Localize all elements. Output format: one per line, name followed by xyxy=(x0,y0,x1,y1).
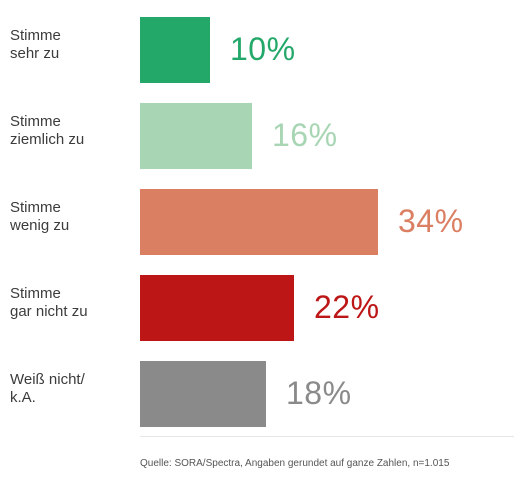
bar xyxy=(140,361,266,427)
category-label: Stimme ziemlich zu xyxy=(10,113,85,148)
bar-row: Weiß nicht/ k.A. 18% xyxy=(0,361,514,427)
bar-row: Stimme sehr zu 10% xyxy=(0,17,514,83)
source-note: Quelle: SORA/Spectra, Angaben gerundet a… xyxy=(140,458,450,469)
bar xyxy=(140,103,252,169)
bar-row: Stimme ziemlich zu 16% xyxy=(0,103,514,169)
bar-row: Stimme wenig zu 34% xyxy=(0,189,514,255)
category-label: Weiß nicht/ k.A. xyxy=(10,371,85,406)
value-label: 22% xyxy=(314,289,380,325)
category-label: Stimme wenig zu xyxy=(10,199,70,234)
value-label: 16% xyxy=(272,117,338,153)
bar xyxy=(140,189,378,255)
chart-baseline xyxy=(140,436,514,437)
bar xyxy=(140,275,294,341)
value-label: 34% xyxy=(398,203,464,239)
value-label: 10% xyxy=(230,31,296,67)
bar xyxy=(140,17,210,83)
category-label: Stimme gar nicht zu xyxy=(10,285,88,320)
bar-row: Stimme gar nicht zu 22% xyxy=(0,275,514,341)
category-label: Stimme sehr zu xyxy=(10,27,61,62)
value-label: 18% xyxy=(286,375,352,411)
